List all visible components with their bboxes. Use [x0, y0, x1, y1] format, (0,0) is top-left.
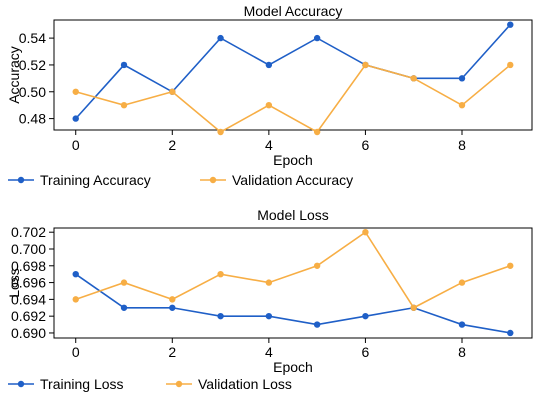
- data-point: [410, 75, 417, 82]
- data-point: [313, 34, 321, 42]
- loss-chart: Model Loss 0 2 4 6 8 0.6900.6920.6940.6960.698…: [6, 207, 533, 392]
- data-point: [458, 101, 466, 109]
- legend-label: Training Accuracy: [40, 172, 151, 188]
- chart-title: Model Loss: [257, 207, 329, 223]
- legend-label: Training Loss: [40, 376, 124, 392]
- data-point: [507, 262, 514, 269]
- y-tick-label: 0.698: [11, 258, 46, 274]
- data-point: [362, 61, 369, 69]
- legend-marker: [17, 380, 25, 388]
- y-tick-label: 0.700: [11, 241, 46, 257]
- series-line: [75, 231, 511, 309]
- legend-label: Validation Accuracy: [232, 172, 353, 188]
- x-tick-label: 8: [458, 137, 466, 153]
- data-point: [72, 115, 79, 122]
- x-tick-label: 6: [362, 344, 370, 360]
- y-tick-label: 0.48: [19, 111, 46, 127]
- data-point: [72, 88, 79, 95]
- data-point: [120, 101, 128, 109]
- data-point: [313, 262, 321, 269]
- x-axis-label: Epoch: [273, 152, 313, 168]
- y-tick-label: 0.696: [11, 275, 46, 291]
- y-axis-label: Accuracy: [6, 46, 22, 104]
- x-tick-label: 0: [72, 137, 80, 153]
- y-tick-label: 0.50: [19, 84, 46, 100]
- data-point: [120, 61, 128, 69]
- data-point: [120, 279, 128, 286]
- x-tick-label: 2: [168, 344, 176, 360]
- x-tick-label: 2: [168, 137, 176, 153]
- data-point: [72, 296, 79, 303]
- data-point: [169, 88, 176, 95]
- x-tick-label: 6: [362, 137, 370, 153]
- x-tick-label: 0: [72, 344, 80, 360]
- data-point: [507, 61, 514, 69]
- y-tick-label: 0.692: [11, 308, 46, 324]
- y-tick-label: 0.690: [11, 325, 46, 341]
- legend-marker: [17, 176, 25, 184]
- data-point: [265, 61, 273, 69]
- series-line: [75, 273, 511, 334]
- data-point: [72, 270, 79, 278]
- data-point: [120, 304, 128, 311]
- x-tick-label: 8: [458, 344, 466, 360]
- data-point: [217, 34, 224, 42]
- data-point: [362, 312, 369, 320]
- y-axis-label: Loss: [6, 268, 22, 298]
- data-point: [410, 304, 417, 311]
- data-point: [169, 296, 176, 303]
- data-point: [458, 279, 466, 286]
- data-point: [313, 128, 321, 136]
- x-axis-label: Epoch: [273, 359, 313, 375]
- plot-frame: [53, 19, 533, 131]
- data-point: [265, 101, 273, 109]
- x-tick-label: 4: [265, 344, 273, 360]
- chart-title: Model Accuracy: [244, 3, 343, 19]
- x-tick-label: 4: [265, 137, 273, 153]
- y-tick-label: 0.694: [11, 291, 46, 307]
- y-tick-label: 0.52: [19, 57, 46, 73]
- legend-marker: [175, 380, 183, 388]
- data-point: [217, 312, 224, 320]
- data-point: [217, 270, 224, 278]
- data-point: [313, 321, 321, 328]
- data-point: [169, 304, 176, 311]
- data-point: [507, 21, 514, 28]
- data-point: [265, 312, 273, 320]
- legend-label: Validation Loss: [198, 376, 292, 392]
- accuracy-chart: Model Accuracy 0 2 4 6 8 0.48 0.50 0.52 0.54 Epoch…: [6, 3, 533, 188]
- data-point: [458, 75, 466, 82]
- data-point: [265, 279, 273, 286]
- legend-marker: [209, 176, 217, 184]
- series-line: [75, 24, 511, 120]
- y-tick-label: 0.702: [11, 224, 46, 240]
- series-line: [75, 64, 511, 134]
- data-point: [362, 228, 369, 236]
- y-tick-label: 0.54: [19, 30, 46, 46]
- data-point: [217, 128, 224, 136]
- data-point: [458, 321, 466, 328]
- data-point: [507, 329, 514, 337]
